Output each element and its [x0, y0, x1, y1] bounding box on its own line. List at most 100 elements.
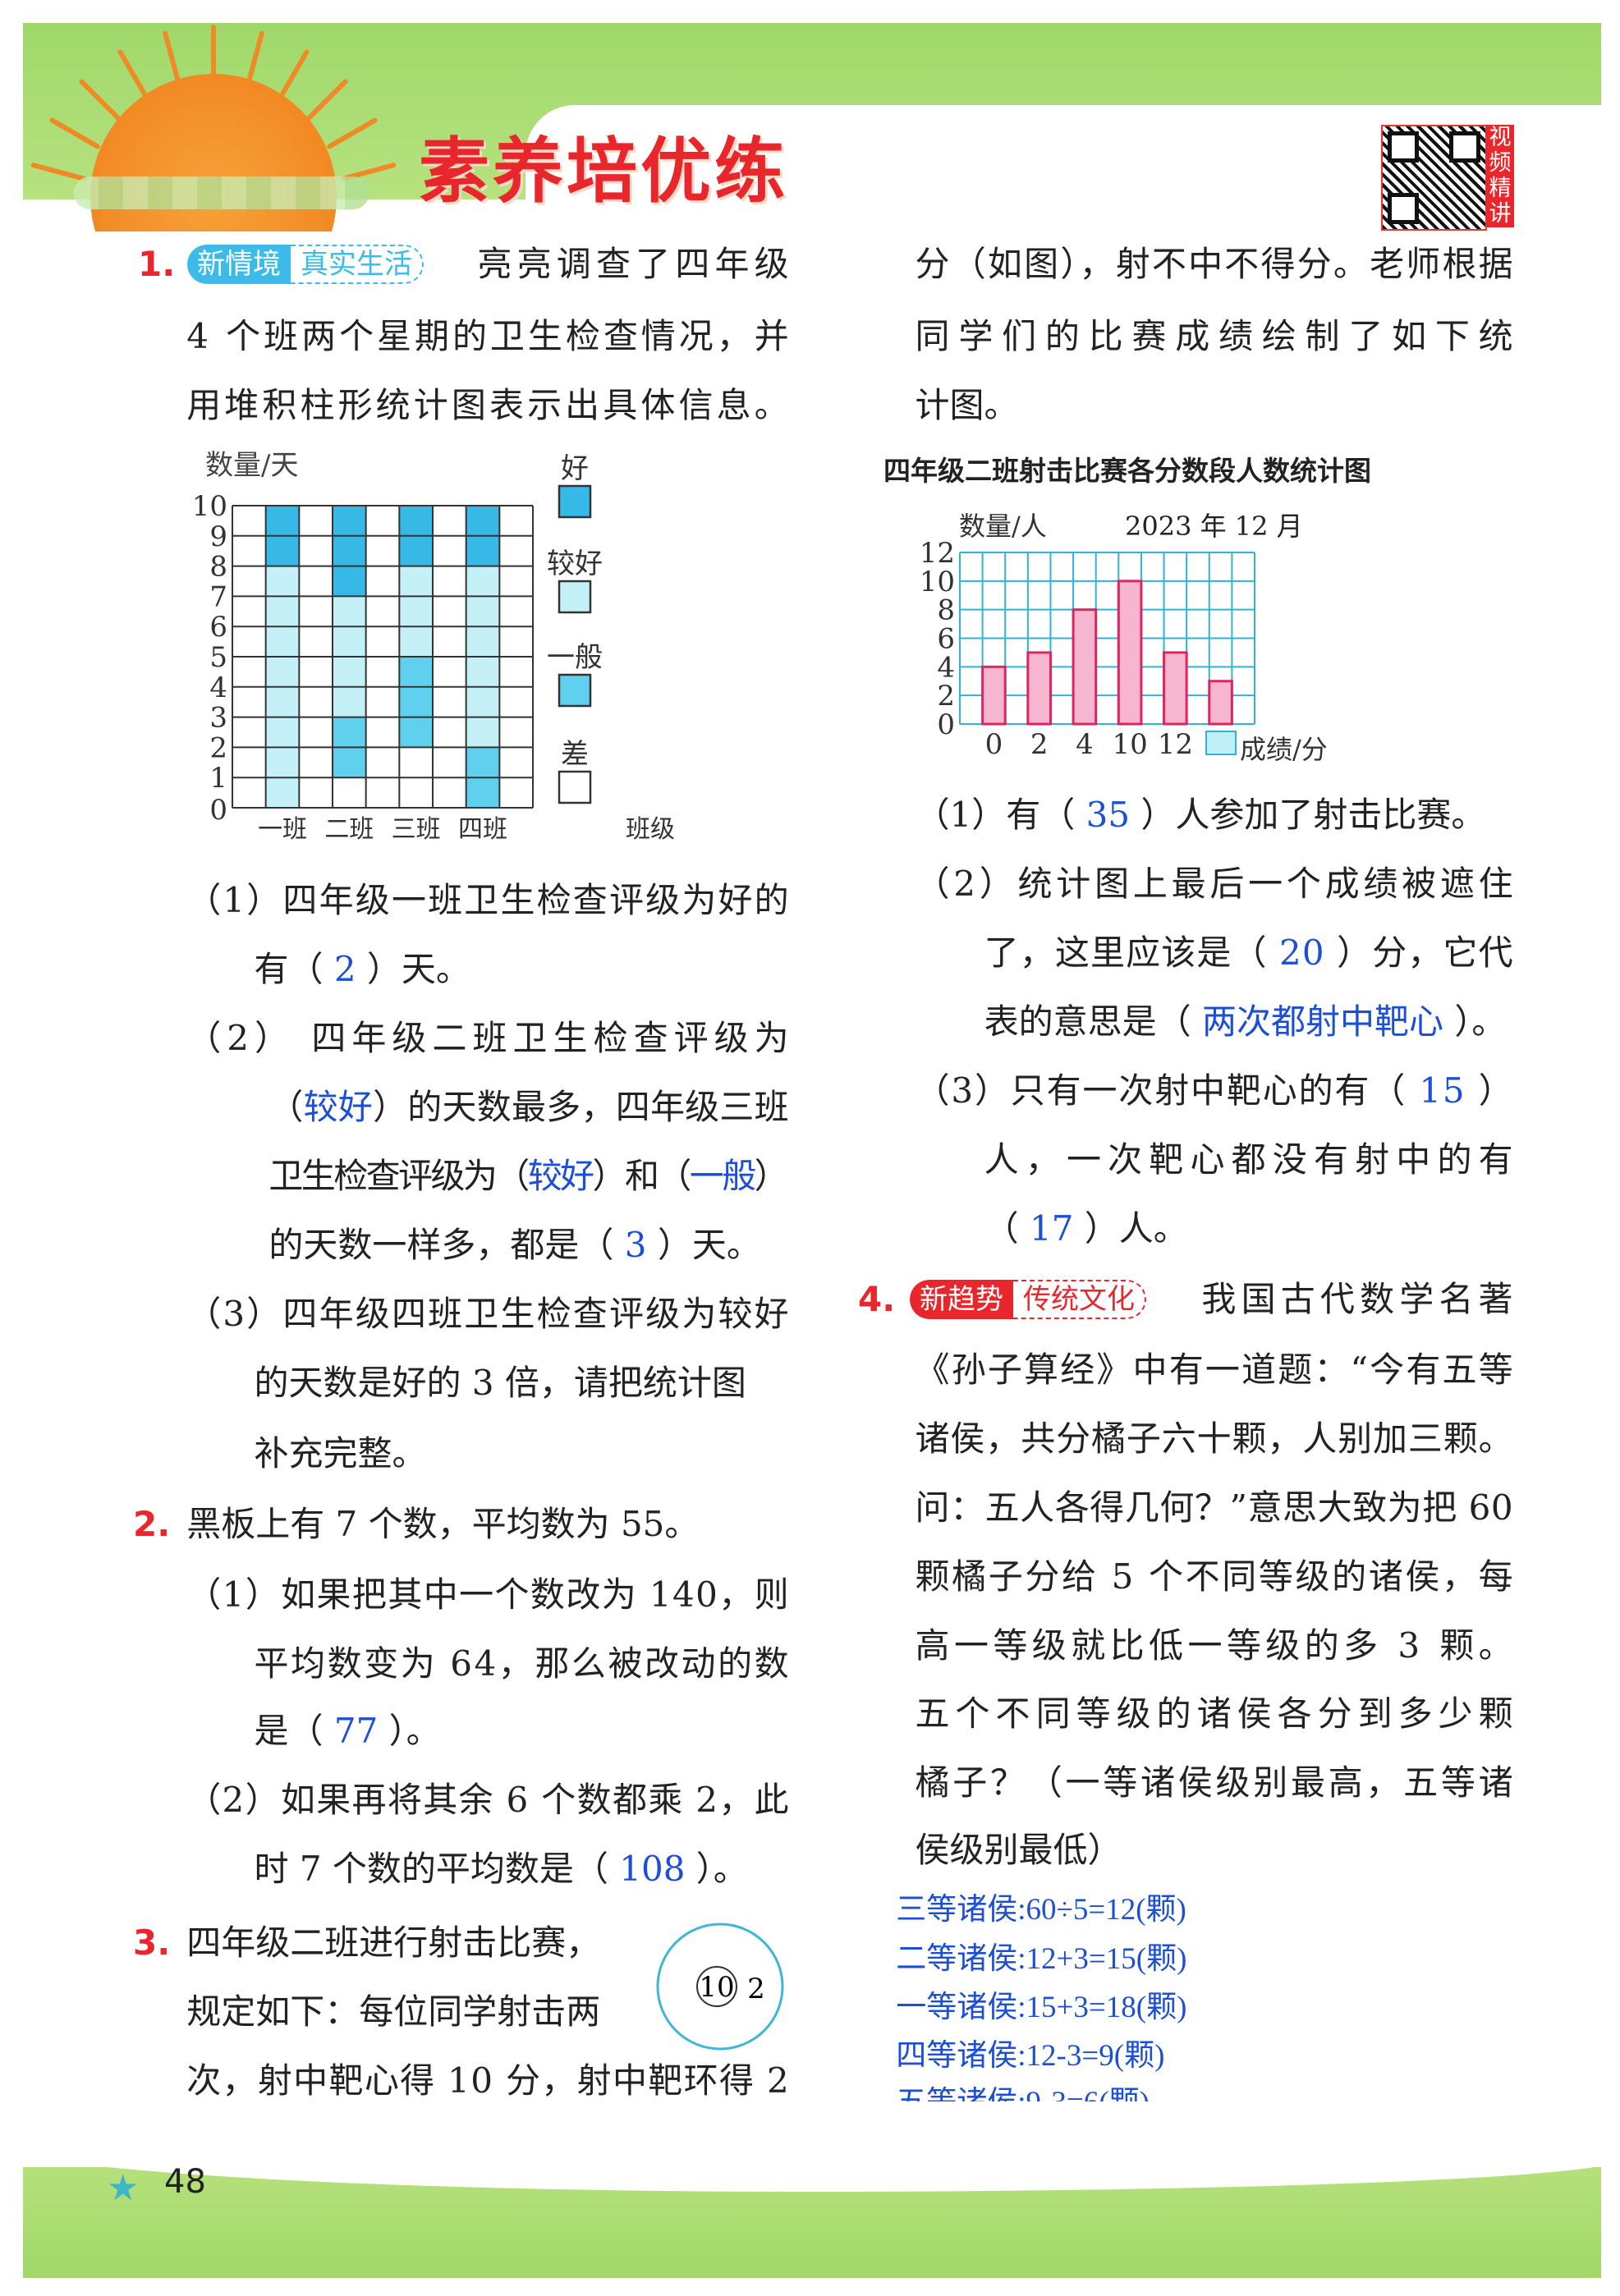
text-line-content: 4 个班两个星期的卫生检查情况，并	[186, 312, 792, 361]
y-tick-label: 1	[209, 762, 227, 795]
text-line-content: 有（ 2 ）天。	[254, 945, 470, 994]
text-line-content: （1）四年级一班卫生检查评级为好的	[186, 876, 791, 925]
question-text: 四年级二班进行射击比赛，	[186, 1922, 601, 1963]
question-text: 次，射中靶心得 10 分，射中靶环得 2	[186, 2060, 791, 2101]
question-text: 亮亮调查了四年级	[477, 244, 794, 285]
answer-text: 一般	[689, 1155, 756, 1196]
question-text: （	[268, 1086, 304, 1127]
question-text: 时 7 个数的平均数是（	[254, 1849, 620, 1890]
question-text: （	[984, 1208, 1030, 1249]
solution-line: 二等诸侯:12+3=15(颗)	[896, 1941, 1187, 1976]
text-line: 分（如图），射不中不得分。老师根据	[916, 240, 1515, 289]
text-line-content: 四年级二班进行射击比赛，	[186, 1918, 600, 1968]
y-tick-label: 6	[937, 623, 955, 656]
text-line: 颗橘子分给 5 个不同等级的诸侯，每	[916, 1552, 1516, 1602]
text-line: （1）有（ 35 ）人参加了射击比赛。	[916, 791, 1486, 840]
text-line-content: （3）四年级四班卫生检查评级为较好	[186, 1290, 791, 1339]
question-text: 卫生检查评级为（	[268, 1155, 530, 1196]
footer-curve	[0, 2101, 1620, 2192]
question-text: ）人参加了射击比赛。	[1130, 794, 1486, 835]
answer-text: 77	[333, 1711, 379, 1752]
text-line: （1）四年级一班卫生检查评级为好的	[186, 876, 791, 925]
text-line-content: （3）只有一次射中靶心的有（ 15 ）	[916, 1066, 1515, 1116]
text-line-content: 橘子？（一等诸侯级别最高，五等诸	[916, 1758, 1517, 1808]
sun-rays-icon	[0, 0, 427, 246]
text-line-content: 诸侯，共分橘子六十颗，人别加三颗。	[916, 1414, 1514, 1464]
y-tick-label: 6	[209, 611, 227, 644]
x-axis-title: 成绩/分	[1240, 734, 1328, 765]
bar	[1163, 651, 1188, 726]
text-line: 有（ 2 ）天。	[254, 945, 470, 994]
text-line-content: 颗橘子分给 5 个不同等级的诸侯，每	[916, 1552, 1516, 1602]
text-line: 补充完整。	[254, 1429, 426, 1478]
text-line: 问：五人各得几何？”意思大致为把 60	[916, 1483, 1514, 1533]
text-line-content: 五个不同等级的诸侯各分到多少颗	[916, 1689, 1519, 1739]
x-tick-label: 三班	[392, 815, 441, 844]
text-line-content: 《孙子算经》中有一道题：“今有五等	[916, 1345, 1515, 1395]
text-line: （较好）的天数最多，四年级三班	[268, 1083, 789, 1132]
text-line-content: 问：五人各得几何？”意思大致为把 60	[916, 1483, 1514, 1533]
question-text: 黑板上有 7 个数，平均数为 55。	[186, 1503, 700, 1544]
text-line: 规定如下：每位同学射击两	[186, 1987, 600, 2037]
text-line-content: 平均数变为 64，那么被改动的数	[254, 1639, 791, 1689]
y-tick-label: 2	[937, 680, 955, 713]
text-line: （2） 四年级二班卫生检查评级为	[186, 1014, 795, 1063]
bar	[1026, 651, 1052, 726]
text-line: 的天数一样多，都是（ 3 ）天。	[268, 1221, 760, 1270]
x-tick-label: 二班	[324, 815, 374, 844]
answer-text: 两次都射中靶心	[1201, 1001, 1443, 1043]
chart-title: 四年级二班射击比赛各分数段人数统计图	[883, 455, 1371, 487]
legend-label: 好	[561, 452, 589, 485]
legend-swatch	[558, 770, 592, 804]
x-tick-label: 10	[1112, 728, 1147, 761]
text-line-content: （1）有（ 35 ）人参加了射击比赛。	[916, 791, 1486, 840]
y-tick-label: 3	[209, 702, 227, 735]
text-line: 表的意思是（ 两次都射中靶心 ）。	[984, 997, 1507, 1047]
legend-swatch	[558, 484, 592, 519]
text-line: 是（ 77 ）。	[254, 1707, 440, 1756]
y-tick-label: 2	[209, 731, 227, 764]
text-line-content: 黑板上有 7 个数，平均数为 55。	[186, 1500, 699, 1549]
text-line: 次，射中靶心得 10 分，射中靶环得 2	[186, 2056, 790, 2106]
question-number-4: 4.	[858, 1279, 896, 1319]
question-text: 诸侯，共分橘子六十颗，人别加三颗。	[915, 1418, 1514, 1460]
bar	[981, 665, 1007, 726]
text-line-content: （2） 四年级二班卫生检查评级为	[186, 1014, 795, 1063]
question-text: 橘子？（一等诸侯级别最高，五等诸	[915, 1762, 1517, 1803]
x-tick-label: 一班	[258, 815, 307, 844]
qr-label: 视频精讲	[1486, 125, 1514, 227]
text-line: 橘子？（一等诸侯级别最高，五等诸	[916, 1758, 1517, 1808]
text-line-content: 是（ 77 ）。	[254, 1707, 440, 1756]
x-tick-label: 四班	[458, 815, 507, 844]
badge-sub: 传统文化	[1013, 1280, 1146, 1319]
text-line: 计图。	[916, 381, 1019, 430]
bar-segment	[333, 777, 366, 808]
y-tick-label: 10	[192, 490, 227, 523]
text-line-content: 侯级别最低）	[916, 1826, 1122, 1875]
text-line-content: （较好）的天数最多，四年级三班	[268, 1083, 789, 1132]
text-line-content: 的天数是好的 3 倍，请把统计图	[254, 1359, 746, 1408]
y-tick-label: 9	[209, 520, 227, 553]
target-ring-label: 2	[747, 1973, 765, 2005]
question-text: 是（	[254, 1711, 334, 1752]
text-line-content: 分（如图），射不中不得分。老师根据	[916, 240, 1515, 289]
text-line-content: 高一等级就比低一等级的多 3 颗。	[916, 1621, 1518, 1670]
text-line: 平均数变为 64，那么被改动的数	[254, 1639, 791, 1689]
question-text: 的天数是好的 3 倍，请把统计图	[254, 1363, 746, 1404]
text-line: 高一等级就比低一等级的多 3 颗。	[916, 1621, 1518, 1670]
chart-subtitle: 2023 年 12 月	[1125, 511, 1303, 542]
legend-label: 较好	[547, 548, 603, 580]
question-text: ）	[1466, 1070, 1515, 1111]
legend-label: 差	[561, 738, 589, 771]
question-text: ）分，它代	[1324, 933, 1514, 974]
bar	[1072, 608, 1098, 726]
solution-line: 一等诸侯:15+3=18(颗)	[896, 1990, 1187, 2024]
y-axis-title: 数量/人	[959, 511, 1047, 542]
text-line: 同学们的比赛成绩绘制了如下统	[916, 312, 1522, 361]
question-text: 补充完整。	[254, 1433, 427, 1474]
text-line-content: 规定如下：每位同学射击两	[186, 1987, 600, 2037]
question-text: ）的天数最多，四年级三班	[373, 1086, 789, 1127]
text-line: 《孙子算经》中有一道题：“今有五等	[916, 1345, 1515, 1395]
answer-text: 108	[619, 1849, 686, 1890]
